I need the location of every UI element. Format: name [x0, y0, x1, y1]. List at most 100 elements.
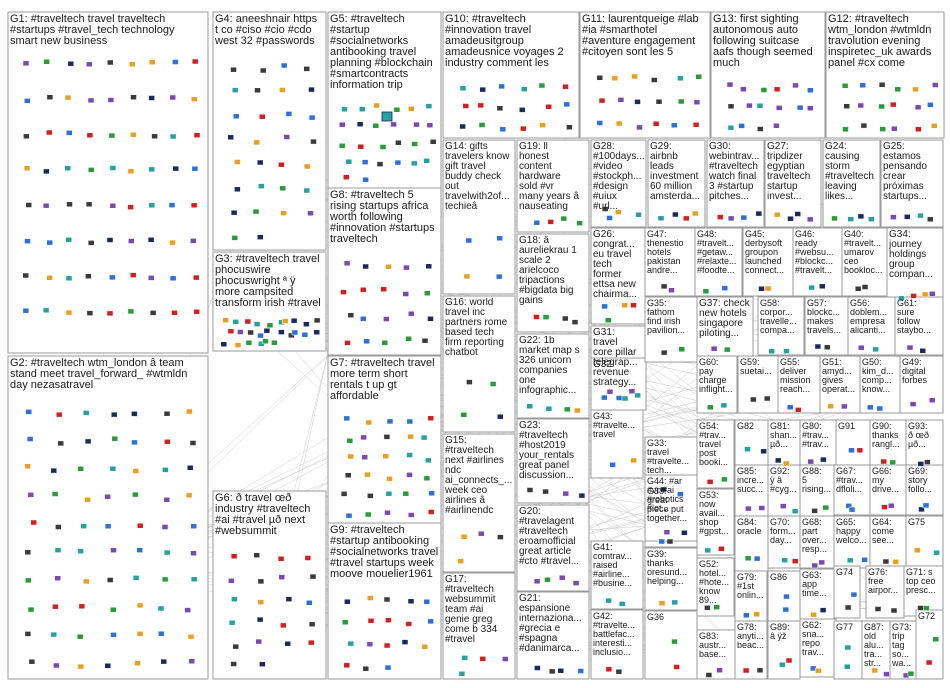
vertex-node — [904, 214, 911, 220]
vertex-node — [362, 665, 370, 672]
vertex-node — [571, 319, 579, 325]
vertex-node — [854, 286, 862, 292]
vertex-node — [763, 395, 771, 402]
vertex-node — [168, 202, 176, 208]
vertex-node — [631, 73, 638, 80]
group-cell-g93 — [905, 419, 944, 466]
vertex-node — [161, 524, 169, 530]
vertex-node — [726, 81, 734, 88]
vertex-node — [78, 603, 86, 610]
vertex-node — [542, 488, 549, 495]
vertex-node — [386, 418, 394, 425]
group-cell-g8 — [327, 187, 442, 356]
vertex-node — [677, 491, 684, 497]
vertex-node — [257, 599, 265, 605]
vertex-node — [24, 463, 31, 469]
vertex-node — [677, 98, 685, 105]
vertex-node — [303, 187, 311, 194]
vertex-node — [630, 302, 637, 308]
vertex-node — [890, 607, 898, 614]
group-label-g54: G54: #trav... travel post booki... — [699, 422, 729, 467]
vertex-node — [234, 159, 241, 165]
group-cell-g54 — [696, 419, 735, 489]
vertex-node — [254, 87, 261, 94]
vertex-node — [253, 552, 260, 558]
vertex-node — [66, 130, 73, 136]
vertex-node — [922, 502, 930, 509]
vertex-node — [874, 606, 882, 612]
vertex-node — [768, 348, 775, 355]
vertex-node — [720, 402, 728, 409]
vertex-node — [655, 98, 663, 105]
group-cell-g43 — [590, 409, 644, 479]
vertex-node — [605, 666, 613, 673]
group-label-g38: G38: great piece put together... — [647, 487, 688, 523]
group-label-g13: G13: first sighting autonomous auto foll… — [713, 14, 813, 69]
vertex-node — [364, 471, 371, 478]
vertex-node — [54, 547, 62, 553]
vertex-node — [520, 86, 528, 92]
vertex-node — [785, 657, 793, 664]
vertex-node — [24, 238, 31, 244]
vertex-node — [266, 322, 274, 329]
vertex-node — [891, 125, 898, 132]
vertex-node — [163, 410, 171, 417]
group-label-g48: G48: #travelt... #getaw... #relaxte... #… — [697, 230, 737, 275]
vertex-node — [357, 143, 365, 150]
group-cell-g91 — [835, 419, 871, 466]
group-label-g92: G92: ÿ â #cyg... — [770, 467, 797, 494]
group-label-g63: G63: app time... — [802, 571, 827, 598]
vertex-node — [871, 667, 879, 674]
group-label-g89: G89: â ÿž — [770, 623, 790, 641]
vertex-node — [808, 284, 815, 291]
vertex-node — [421, 644, 429, 650]
vertex-node — [890, 214, 897, 220]
vertex-node — [533, 219, 541, 226]
vertex-node — [161, 576, 169, 583]
vertex-node — [109, 165, 117, 171]
vertex-node — [621, 302, 629, 309]
vertex-node — [562, 315, 569, 322]
vertex-node — [914, 104, 922, 111]
vertex-node — [86, 310, 94, 316]
vertex-node — [658, 538, 665, 545]
vertex-node — [533, 578, 541, 585]
vertex-node — [746, 102, 753, 109]
group-cell-g72 — [915, 609, 944, 680]
vertex-node — [191, 58, 199, 65]
vertex-node — [26, 436, 34, 442]
group-label-g28: G28: #100days... #video #stockph... #des… — [593, 142, 644, 212]
vertex-node — [130, 94, 137, 100]
vertex-node — [683, 215, 690, 222]
group-label-g74: G74 — [836, 568, 854, 577]
vertex-node — [605, 597, 612, 604]
vertex-node — [280, 210, 287, 216]
vertex-node — [695, 73, 702, 80]
vertex-node — [706, 479, 714, 485]
vertex-node — [28, 658, 36, 665]
vertex-node — [411, 141, 418, 147]
vertex-node — [367, 618, 375, 624]
vertex-node — [259, 67, 267, 74]
vertex-node — [533, 314, 540, 320]
vertex-node — [386, 476, 393, 482]
vertex-node — [423, 475, 431, 482]
vertex-node — [134, 660, 141, 666]
vertex-node — [290, 317, 298, 324]
vertex-node — [479, 86, 486, 93]
vertex-node — [385, 617, 392, 623]
vertex-node — [576, 220, 583, 226]
vertex-node — [881, 504, 888, 510]
group-cell-g48 — [694, 227, 743, 297]
vertex-node — [131, 411, 138, 417]
vertex-node — [407, 512, 415, 518]
vertex-node — [149, 310, 157, 316]
group-cell-g25 — [880, 139, 944, 228]
vertex-node — [257, 234, 264, 240]
vertex-node — [344, 598, 351, 605]
vertex-node — [548, 668, 556, 675]
vertex-node — [628, 388, 636, 394]
vertex-node — [222, 317, 229, 323]
vertex-node — [148, 59, 156, 65]
group-cell-g80 — [799, 419, 837, 466]
